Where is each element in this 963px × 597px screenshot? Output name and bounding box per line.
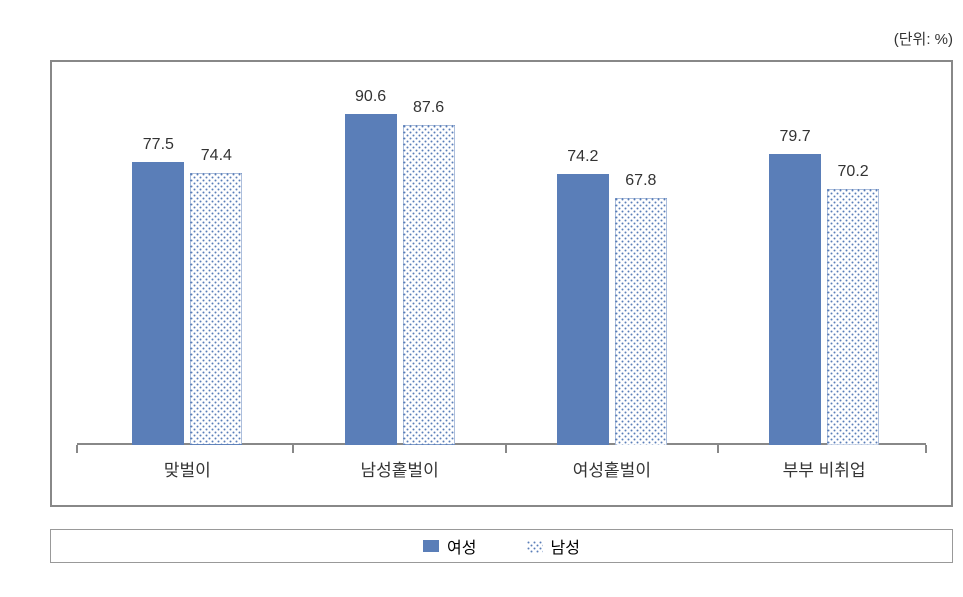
bar-남성-3: 70.2 — [827, 189, 879, 445]
inner-plot: 77.574.4맞벌이90.687.6남성홑벌이74.267.8여성홑벌이79.… — [77, 80, 926, 445]
tick-mark — [292, 445, 294, 453]
unit-label: (단위: %) — [894, 28, 953, 49]
legend-item-male: 남성 — [527, 534, 580, 558]
chart-container: (단위: %) 77.574.4맞벌이90.687.6남성홑벌이74.267.8… — [20, 20, 963, 577]
bar-value-label: 90.6 — [345, 88, 397, 106]
bar-value-label: 87.6 — [403, 99, 455, 117]
bar-남성-0: 74.4 — [190, 173, 242, 445]
bar-value-label: 74.4 — [190, 147, 242, 165]
bar-value-label: 74.2 — [557, 148, 609, 166]
category-label: 남성홑벌이 — [361, 456, 439, 481]
bar-남성-1: 87.6 — [403, 125, 455, 445]
tick-mark — [505, 445, 507, 453]
legend-swatch-female — [423, 540, 439, 552]
bar-여성-1: 90.6 — [345, 114, 397, 445]
bar-value-label: 70.2 — [827, 163, 879, 181]
legend-item-female: 여성 — [423, 534, 476, 558]
legend-label-male: 남성 — [551, 534, 580, 558]
legend-swatch-male — [527, 540, 543, 552]
bar-여성-3: 79.7 — [769, 154, 821, 445]
category-label: 부부 비취업 — [783, 456, 866, 481]
category-label: 맞벌이 — [164, 456, 211, 481]
bar-여성-2: 74.2 — [557, 174, 609, 445]
bar-여성-0: 77.5 — [132, 162, 184, 445]
tick-mark — [925, 445, 927, 453]
plot-area: 77.574.4맞벌이90.687.6남성홑벌이74.267.8여성홑벌이79.… — [50, 60, 953, 507]
tick-mark — [76, 445, 78, 453]
bar-value-label: 77.5 — [132, 136, 184, 154]
category-label: 여성홑벌이 — [573, 456, 651, 481]
tick-mark — [717, 445, 719, 453]
legend-label-female: 여성 — [447, 534, 476, 558]
bar-value-label: 67.8 — [615, 172, 667, 190]
bar-남성-2: 67.8 — [615, 198, 667, 445]
bar-value-label: 79.7 — [769, 128, 821, 146]
legend: 여성 남성 — [50, 529, 953, 563]
